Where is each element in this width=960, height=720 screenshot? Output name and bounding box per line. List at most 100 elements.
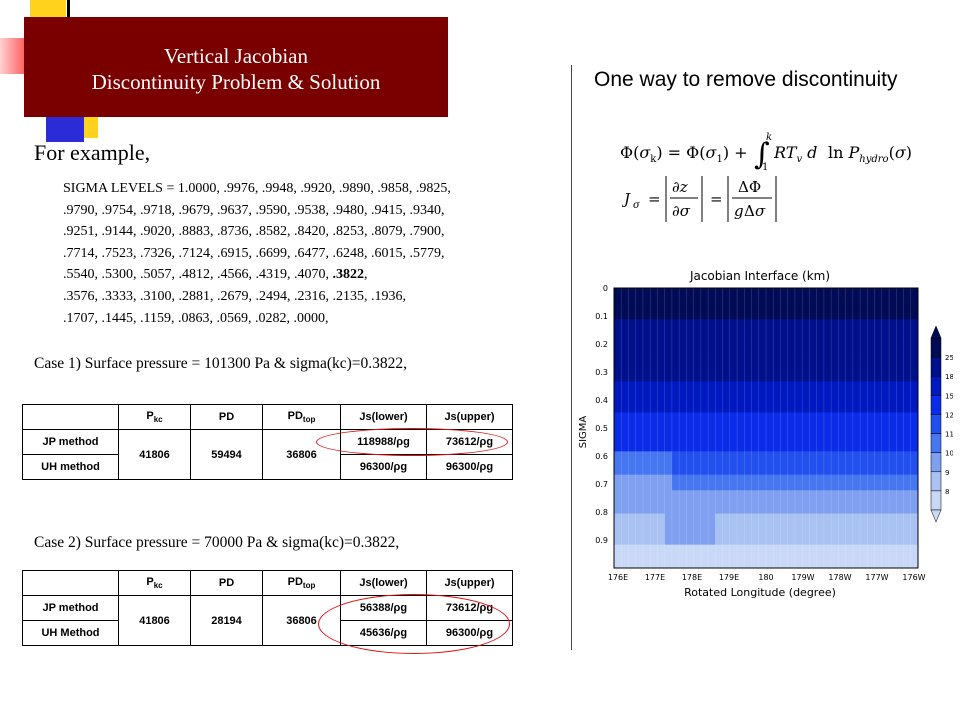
plot-cell bbox=[838, 326, 847, 336]
plot-cell bbox=[642, 529, 651, 538]
plot-cell bbox=[794, 443, 803, 452]
plot-cell bbox=[787, 350, 796, 359]
plot-cell bbox=[874, 396, 883, 406]
plot-cell bbox=[860, 459, 868, 468]
plot-cell bbox=[831, 350, 839, 359]
plot-cell bbox=[867, 311, 875, 320]
header-pkc: Pkc bbox=[118, 570, 191, 596]
plot-cell bbox=[642, 521, 651, 530]
plot-cell bbox=[773, 474, 781, 483]
plot-cell bbox=[664, 295, 673, 304]
plot-cell bbox=[729, 350, 738, 359]
plot-cell bbox=[896, 396, 904, 406]
plot-cell bbox=[621, 288, 629, 297]
plot-cell bbox=[693, 373, 702, 382]
plot-cell bbox=[766, 451, 774, 460]
plot-ylabel: SIGMA bbox=[578, 416, 589, 449]
plot-cell bbox=[831, 482, 839, 491]
plot-cell bbox=[896, 350, 904, 359]
plot-cell bbox=[671, 326, 680, 336]
plot-cell bbox=[744, 552, 752, 561]
plot-cell bbox=[715, 389, 723, 398]
plot-cell bbox=[773, 381, 781, 390]
plot-cell bbox=[867, 466, 875, 476]
x-tick-label: 178E bbox=[682, 573, 702, 582]
plot-cell bbox=[896, 303, 904, 312]
plot-cell bbox=[628, 443, 637, 452]
plot-cell bbox=[722, 350, 731, 359]
plot-cell bbox=[729, 358, 738, 367]
plot-cell bbox=[700, 365, 709, 374]
plot-cell bbox=[780, 513, 789, 522]
plot-cell bbox=[708, 342, 716, 351]
plot-cell bbox=[889, 396, 897, 406]
plot-cell bbox=[766, 358, 774, 367]
plot-cell bbox=[831, 529, 839, 538]
sigma-line: .7714, .7523, .7326, .7124, .6915, .6699… bbox=[63, 245, 445, 261]
plot-cell bbox=[896, 552, 904, 561]
svg-text:σ: σ bbox=[633, 200, 641, 211]
svg-text:Δ: Δ bbox=[744, 202, 755, 220]
plot-cell bbox=[671, 435, 680, 444]
plot-cell bbox=[657, 521, 666, 530]
plot-cell bbox=[708, 552, 716, 561]
plot-cell bbox=[860, 365, 868, 374]
plot-cell bbox=[744, 334, 752, 343]
plot-cell bbox=[852, 505, 861, 514]
plot-cell bbox=[766, 544, 774, 553]
plot-cell bbox=[744, 498, 752, 507]
plot-cell bbox=[650, 451, 658, 460]
plot-cell bbox=[628, 358, 637, 367]
plot-cell bbox=[889, 544, 897, 553]
plot-cell bbox=[664, 358, 673, 367]
plot-cell bbox=[621, 326, 629, 336]
plot-cell bbox=[889, 513, 897, 522]
plot-cell bbox=[787, 498, 796, 507]
plot-cell bbox=[860, 358, 868, 367]
plot-cell bbox=[845, 505, 854, 514]
plot-cell bbox=[744, 536, 752, 546]
plot-cell bbox=[686, 358, 695, 367]
plot-cell bbox=[852, 536, 861, 546]
header-pd: PD bbox=[190, 404, 263, 430]
plot-cell bbox=[766, 420, 774, 429]
plot-cell bbox=[650, 536, 658, 546]
plot-cell bbox=[708, 474, 716, 483]
plot-cell bbox=[729, 420, 738, 429]
plot-cell bbox=[874, 420, 883, 429]
plot-cell bbox=[802, 326, 810, 336]
plot-cell bbox=[831, 334, 839, 343]
plot-cell bbox=[874, 319, 883, 328]
plot-cell bbox=[874, 529, 883, 538]
plot-cell bbox=[867, 303, 875, 312]
plot-cell bbox=[794, 342, 803, 351]
plot-cell bbox=[737, 536, 745, 546]
plot-cell bbox=[831, 295, 839, 304]
plot-cell bbox=[715, 303, 723, 312]
plot-cell bbox=[700, 466, 709, 476]
plot-cell bbox=[831, 373, 839, 382]
plot-cell bbox=[802, 365, 810, 374]
plot-cell bbox=[621, 560, 629, 569]
plot-cell bbox=[823, 342, 832, 351]
plot-cell bbox=[671, 358, 680, 367]
plot-cell bbox=[903, 365, 912, 374]
plot-cell bbox=[751, 334, 760, 343]
plot-cell bbox=[722, 505, 731, 514]
plot-cell bbox=[614, 342, 622, 351]
plot-cell bbox=[642, 428, 651, 437]
plot-cell bbox=[780, 334, 789, 343]
plot-cell bbox=[650, 459, 658, 468]
plot-cell bbox=[744, 365, 752, 374]
plot-cell bbox=[628, 490, 637, 499]
plot-cell bbox=[650, 466, 658, 476]
plot-cell bbox=[751, 443, 760, 452]
plot-cell bbox=[910, 295, 919, 304]
plot-cell bbox=[635, 451, 644, 460]
formula-geopotential: Φ(σk) = Φ(σ1) + ∫ k 1 RTv d ln Phydro(σ) bbox=[620, 132, 912, 173]
plot-cell bbox=[657, 544, 666, 553]
plot-cell bbox=[628, 303, 637, 312]
plot-cell bbox=[650, 365, 658, 374]
plot-cell bbox=[722, 536, 731, 546]
plot-cell bbox=[852, 342, 861, 351]
